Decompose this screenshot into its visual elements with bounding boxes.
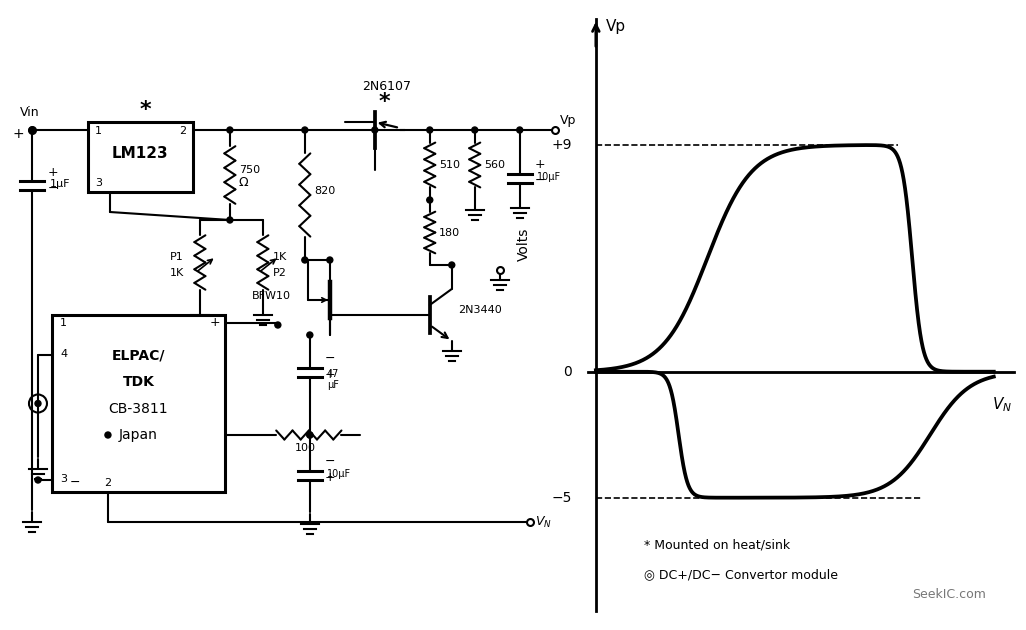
Text: +9: +9 — [552, 138, 571, 152]
Circle shape — [275, 322, 281, 328]
Text: 10µF: 10µF — [537, 172, 561, 182]
Text: +: + — [12, 127, 24, 141]
Text: 10µF: 10µF — [327, 469, 351, 479]
Text: *: * — [379, 92, 391, 112]
Text: SeekIC.com: SeekIC.com — [912, 588, 986, 602]
Text: Volts: Volts — [517, 228, 531, 261]
Bar — [88, 122, 193, 192]
Circle shape — [35, 401, 41, 406]
Text: 820: 820 — [314, 186, 336, 196]
Text: 2N3440: 2N3440 — [458, 305, 502, 315]
Text: P1: P1 — [170, 253, 184, 263]
Circle shape — [227, 127, 233, 133]
Text: Vin: Vin — [21, 106, 40, 119]
Text: LM123: LM123 — [112, 146, 168, 161]
Circle shape — [35, 477, 41, 483]
Text: Vp: Vp — [605, 20, 626, 35]
Text: −: − — [70, 476, 80, 489]
Text: TDK: TDK — [122, 375, 154, 389]
Text: 0: 0 — [563, 365, 571, 379]
Text: µF: µF — [327, 380, 339, 390]
Text: BFW10: BFW10 — [251, 291, 290, 301]
Circle shape — [302, 257, 308, 263]
Circle shape — [448, 262, 455, 268]
Bar — [52, 315, 225, 492]
Text: 3: 3 — [95, 178, 102, 188]
Text: 2: 2 — [179, 126, 186, 136]
Text: CB-3811: CB-3811 — [109, 402, 168, 416]
Text: 180: 180 — [439, 227, 460, 238]
Text: $V_N$: $V_N$ — [535, 515, 552, 530]
Circle shape — [427, 127, 433, 133]
Circle shape — [307, 332, 313, 338]
Text: −: − — [325, 455, 336, 468]
Circle shape — [307, 432, 313, 438]
Text: Vp: Vp — [560, 114, 576, 127]
Circle shape — [227, 217, 233, 223]
Text: 560: 560 — [483, 160, 505, 170]
Text: +: + — [535, 158, 546, 171]
Circle shape — [29, 127, 35, 133]
Text: −5: −5 — [552, 491, 571, 505]
Text: Japan: Japan — [119, 428, 158, 442]
Text: 2N6107: 2N6107 — [362, 80, 411, 93]
Text: +: + — [210, 316, 221, 329]
Text: 3: 3 — [60, 474, 67, 484]
Text: 47: 47 — [327, 369, 340, 379]
Text: 1K: 1K — [273, 253, 287, 263]
Text: −: − — [325, 352, 336, 365]
Circle shape — [105, 432, 111, 438]
Text: * Mounted on heat/sink: * Mounted on heat/sink — [643, 538, 790, 551]
Text: Ω: Ω — [239, 176, 248, 190]
Text: 750: 750 — [239, 165, 260, 175]
Circle shape — [472, 127, 478, 133]
Text: −: − — [48, 182, 58, 195]
Text: 4: 4 — [60, 349, 67, 359]
Text: ELPAC/: ELPAC/ — [112, 349, 165, 363]
Text: 2: 2 — [104, 478, 111, 488]
Circle shape — [371, 127, 378, 133]
Text: $V_N$: $V_N$ — [992, 396, 1012, 414]
Text: 100: 100 — [294, 443, 316, 453]
Text: 1µF: 1µF — [50, 179, 71, 189]
Text: 510: 510 — [439, 160, 460, 170]
Circle shape — [427, 197, 433, 203]
Text: 1: 1 — [60, 318, 67, 328]
Circle shape — [517, 127, 522, 133]
Circle shape — [327, 257, 332, 263]
Text: ◎ DC+/DC− Convertor module: ◎ DC+/DC− Convertor module — [643, 568, 837, 581]
Text: +: + — [325, 471, 336, 484]
Text: P2: P2 — [273, 268, 286, 277]
Text: +: + — [325, 368, 336, 381]
Text: −: − — [535, 174, 545, 187]
Circle shape — [302, 127, 308, 133]
Text: *: * — [140, 100, 151, 120]
Text: 1: 1 — [95, 126, 102, 136]
Circle shape — [307, 432, 313, 438]
Text: +: + — [48, 166, 58, 179]
Text: 1K: 1K — [170, 268, 184, 277]
